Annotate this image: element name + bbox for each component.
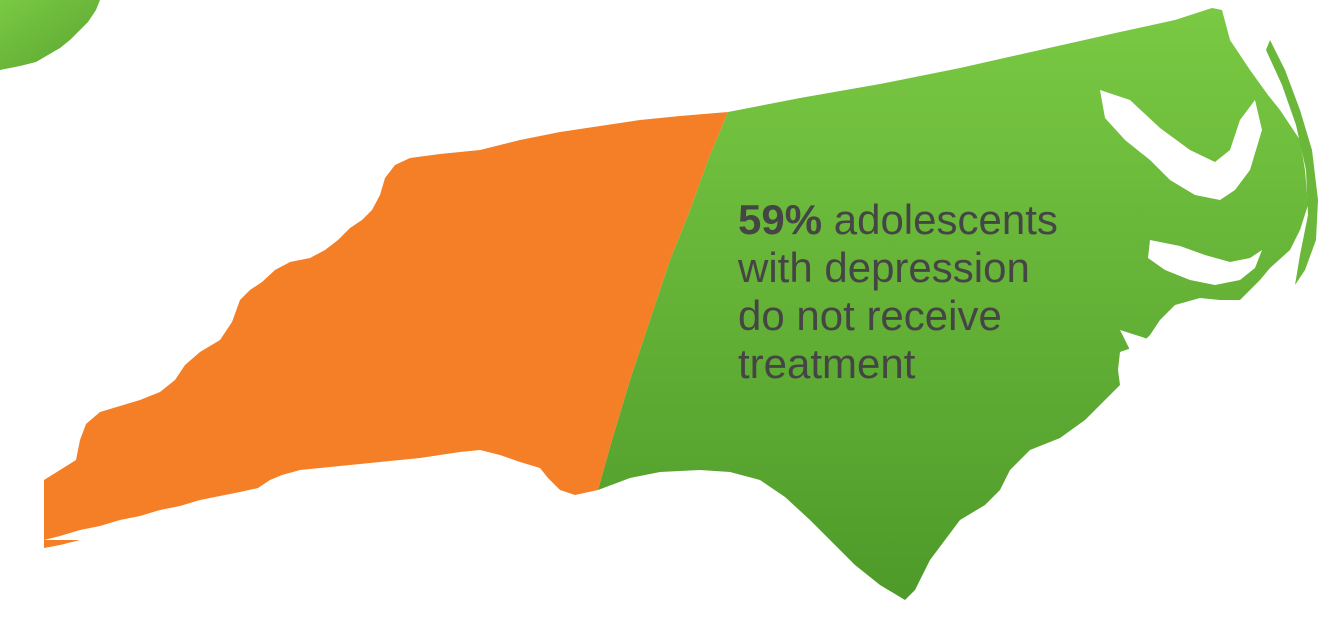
western-region-orange — [44, 112, 728, 540]
statistic-value: 59% — [738, 196, 823, 243]
green-corner-fragment — [0, 0, 100, 70]
statistic-line-1-rest: adolescents — [822, 196, 1058, 243]
western-border-notch — [44, 540, 80, 548]
statistic-line-2: with depression — [738, 244, 1030, 291]
statistic-callout: 59% adolescents with depression do not r… — [738, 196, 1158, 388]
coastal-inlet-2 — [1148, 240, 1262, 285]
statistic-line-3: do not receive — [738, 292, 1002, 339]
coastal-inlet-3 — [1120, 330, 1195, 360]
outer-banks-strip — [1266, 40, 1318, 285]
statistic-line-1: 59% adolescents — [738, 196, 1158, 244]
eastern-region-green — [598, 8, 1308, 600]
coastal-inlet-1 — [1100, 90, 1262, 200]
statistic-line-4: treatment — [738, 340, 916, 387]
